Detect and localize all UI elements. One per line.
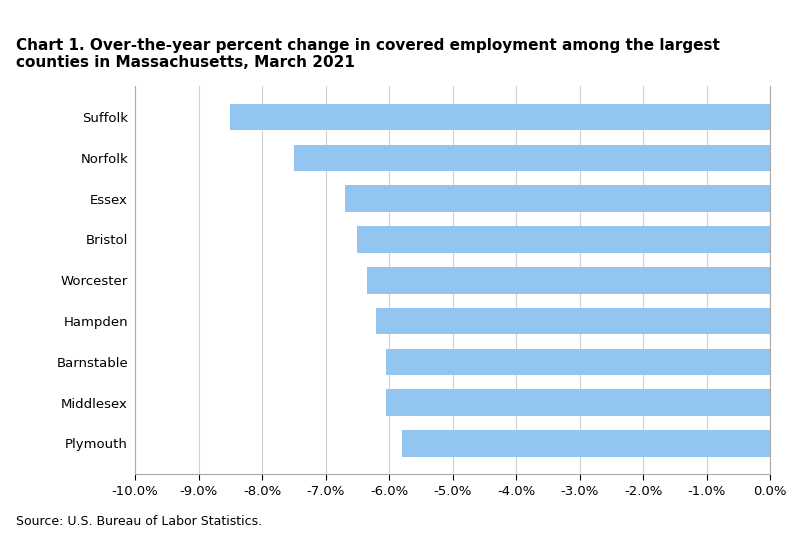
Bar bbox=[386, 389, 770, 416]
Text: Chart 1. Over-the-year percent change in covered employment among the largest
co: Chart 1. Over-the-year percent change in… bbox=[16, 38, 719, 70]
Bar bbox=[376, 308, 770, 334]
Bar bbox=[230, 104, 770, 130]
Bar bbox=[357, 226, 770, 253]
Text: Source: U.S. Bureau of Labor Statistics.: Source: U.S. Bureau of Labor Statistics. bbox=[16, 515, 262, 528]
Bar bbox=[386, 349, 770, 375]
Bar bbox=[345, 185, 770, 212]
Bar bbox=[294, 144, 770, 171]
Bar bbox=[367, 267, 770, 294]
Bar bbox=[402, 430, 770, 457]
